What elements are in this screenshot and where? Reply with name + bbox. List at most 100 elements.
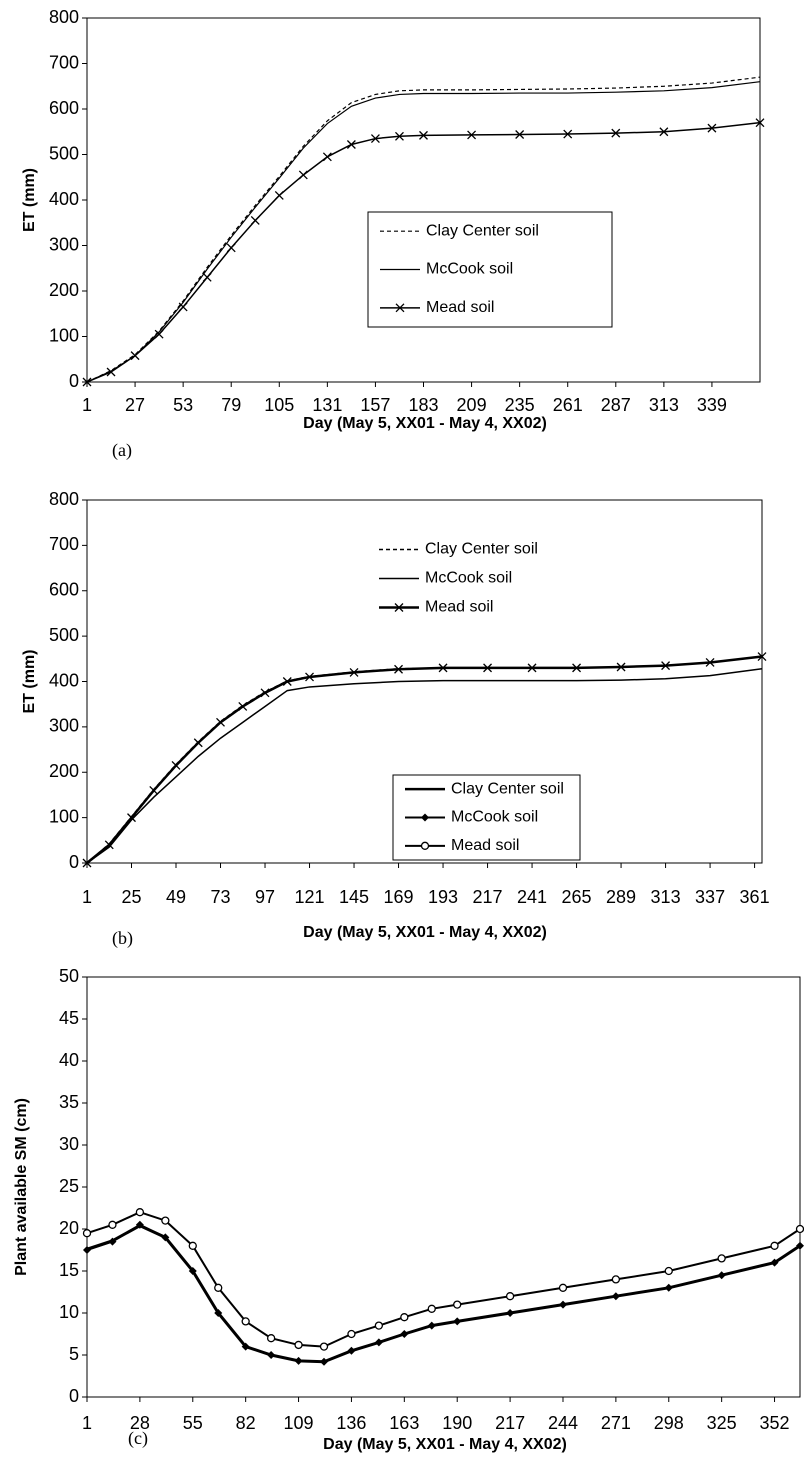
marker: [82, 377, 92, 387]
marker: [616, 662, 626, 672]
series-line: [86, 76, 761, 383]
x-tick-label: 157: [360, 395, 390, 415]
marker: [226, 243, 236, 253]
x-tick-label: 298: [654, 1413, 684, 1433]
marker: [305, 672, 314, 682]
marker: [661, 661, 671, 671]
marker: [294, 1340, 303, 1350]
x-tick-label: 217: [473, 887, 503, 907]
x-tick-label: 169: [384, 887, 414, 907]
legend-label: McCook soil: [451, 809, 538, 826]
marker: [395, 303, 405, 313]
marker: [770, 1258, 779, 1267]
x-tick-label: 352: [760, 1413, 790, 1433]
y-tick-label: 15: [59, 1260, 79, 1280]
marker: [438, 663, 448, 673]
x-tick-label: 339: [697, 395, 727, 415]
x-tick-label: 53: [173, 395, 193, 415]
marker: [419, 130, 428, 140]
marker: [421, 813, 429, 822]
x-tick-label: 287: [601, 395, 631, 415]
marker: [104, 840, 114, 850]
marker: [82, 1229, 92, 1238]
marker: [135, 1208, 145, 1217]
y-axis-label: ET (mm): [21, 650, 38, 714]
y-tick-label: 200: [49, 761, 79, 781]
x-tick-label: 136: [336, 1413, 366, 1433]
x-tick-label: 190: [442, 1413, 472, 1433]
panel-label: (b): [112, 928, 133, 949]
marker: [427, 1304, 436, 1313]
legend-label: Mead soil: [426, 299, 494, 316]
x-tick-label: 261: [553, 395, 583, 415]
legend-label: Clay Center soil: [425, 541, 538, 558]
legend-label: McCook soil: [426, 261, 513, 278]
x-tick-label: 241: [517, 887, 547, 907]
x-tick-label: 265: [562, 887, 592, 907]
marker: [659, 127, 669, 137]
marker: [282, 677, 292, 686]
marker: [506, 1309, 515, 1317]
marker: [241, 1317, 250, 1326]
x-tick-label: 289: [606, 887, 636, 907]
marker: [250, 216, 260, 225]
x-tick-label: 217: [495, 1413, 525, 1433]
marker: [171, 760, 181, 770]
marker: [349, 667, 359, 677]
series-line: [86, 121, 761, 383]
y-tick-label: 200: [49, 280, 79, 300]
marker: [83, 1246, 91, 1254]
x-tick-label: 1: [82, 395, 92, 415]
legend-label: McCook soil: [425, 570, 512, 587]
y-tick-label: 100: [49, 325, 79, 345]
x-tick-label: 1: [82, 887, 92, 907]
y-tick-label: 25: [59, 1176, 79, 1196]
x-tick-label: 73: [211, 887, 231, 907]
x-tick-label: 337: [695, 887, 725, 907]
marker: [394, 603, 404, 612]
marker: [453, 1300, 462, 1309]
marker: [149, 785, 159, 795]
marker: [130, 351, 140, 361]
marker: [705, 657, 715, 667]
marker: [322, 152, 332, 162]
y-tick-label: 30: [59, 1134, 79, 1154]
marker: [611, 1292, 620, 1301]
marker: [505, 1292, 515, 1301]
marker: [420, 841, 430, 850]
y-tick-label: 50: [59, 966, 79, 986]
marker: [347, 1329, 356, 1339]
y-tick-label: 500: [49, 625, 79, 645]
y-tick-label: 100: [49, 806, 79, 826]
marker: [108, 1237, 117, 1246]
marker: [193, 738, 203, 748]
marker: [241, 1342, 250, 1351]
marker: [298, 170, 308, 180]
x-tick-label: 235: [505, 395, 535, 415]
y-tick-label: 500: [49, 143, 79, 163]
marker: [346, 140, 356, 149]
marker: [188, 1267, 197, 1275]
marker: [154, 329, 164, 339]
marker: [108, 1220, 117, 1229]
legend-label: Mead soil: [451, 837, 519, 854]
legend-label: Clay Center soil: [426, 222, 539, 239]
x-tick-label: 313: [649, 395, 679, 415]
x-tick-label: 49: [166, 887, 186, 907]
x-tick-label: 325: [707, 1413, 737, 1433]
y-tick-label: 700: [49, 534, 79, 554]
y-tick-label: 700: [49, 52, 79, 72]
x-tick-label: 28: [130, 1413, 150, 1433]
x-tick-label: 55: [183, 1413, 203, 1433]
marker: [611, 128, 621, 138]
marker: [274, 190, 284, 200]
marker: [755, 118, 765, 128]
x-tick-label: 109: [284, 1413, 314, 1433]
y-tick-label: 40: [59, 1050, 79, 1070]
marker: [294, 1356, 303, 1365]
x-axis-label: Day (May 5, XX01 - May 4, XX02): [303, 415, 547, 432]
marker: [453, 1317, 462, 1326]
y-tick-label: 0: [69, 1386, 79, 1406]
marker: [161, 1233, 170, 1242]
x-tick-label: 121: [295, 887, 325, 907]
